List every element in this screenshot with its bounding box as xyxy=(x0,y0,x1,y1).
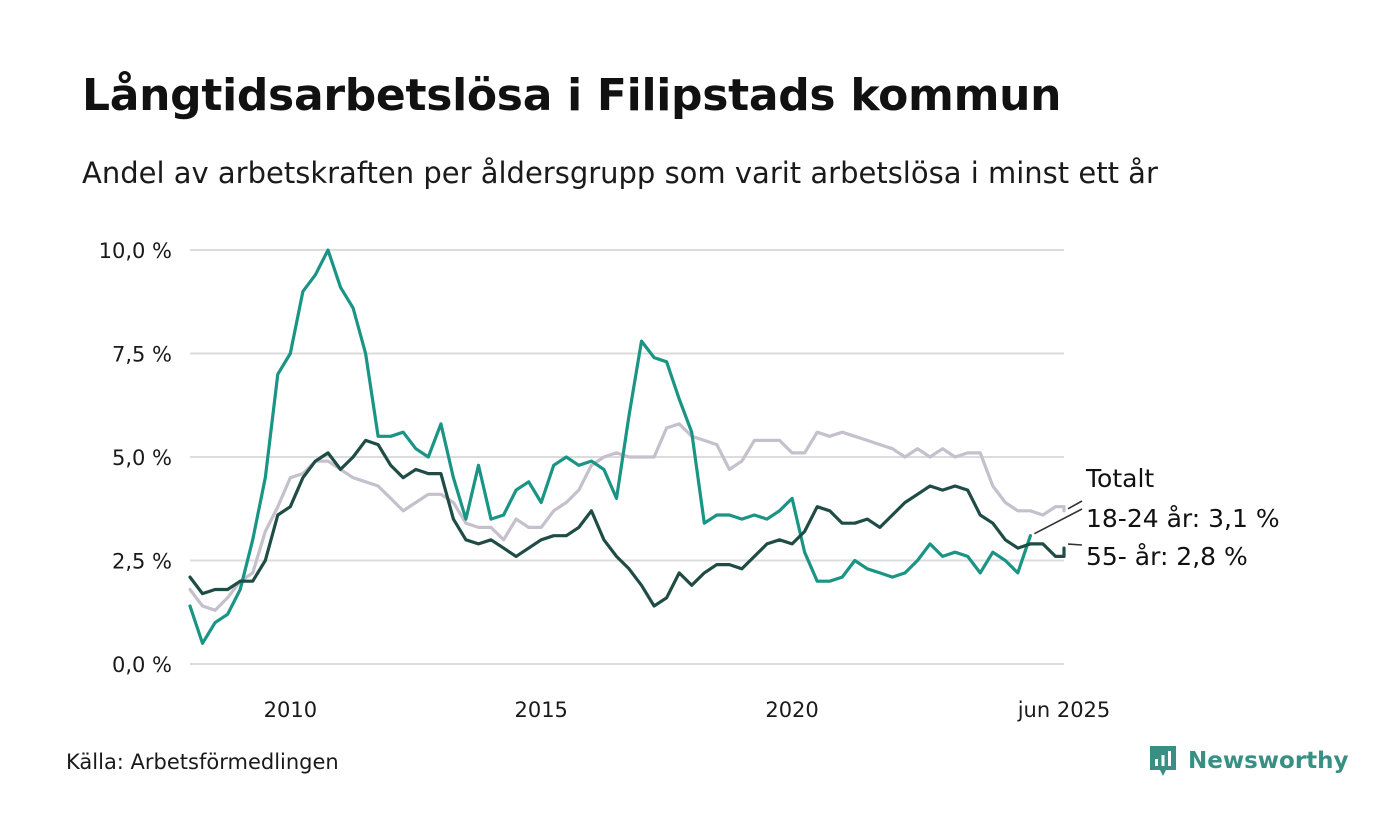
x-axis-ticks: 2010 2015 2020 jun 2025 xyxy=(264,698,1111,722)
series-label: 55- år: 2,8 % xyxy=(1086,542,1248,571)
chart-subtitle: Andel av arbetskraften per åldersgrupp s… xyxy=(82,156,1158,190)
label-leader-line xyxy=(1067,500,1083,510)
y-axis-ticks: 0,0 % 2,5 % 5,0 % 7,5 % 10,0 % xyxy=(99,239,172,677)
y-tick-label: 0,0 % xyxy=(112,653,172,677)
x-tick-label: 2015 xyxy=(514,698,567,722)
label-leader-line xyxy=(1034,508,1083,535)
series-line-18-24 xyxy=(188,248,1032,645)
series-lines xyxy=(188,248,1066,645)
brand: Newsworthy xyxy=(1148,744,1349,778)
brand-name: Newsworthy xyxy=(1188,748,1349,774)
series-label: Totalt xyxy=(1085,464,1154,493)
series-line-55-plus xyxy=(188,438,1066,608)
chart-title: Långtidsarbetslösa i Filipstads kommun xyxy=(82,70,1062,121)
x-tick-label: 2010 xyxy=(264,698,317,722)
x-tick-label: jun 2025 xyxy=(1017,698,1111,722)
y-tick-label: 5,0 % xyxy=(112,446,172,470)
series-line-totalt xyxy=(188,422,1066,612)
y-tick-label: 2,5 % xyxy=(112,550,172,574)
source-note: Källa: Arbetsförmedlingen xyxy=(66,750,339,774)
x-tick-label: 2020 xyxy=(765,698,818,722)
series-label: 18-24 år: 3,1 % xyxy=(1086,504,1280,533)
newsworthy-logo-icon xyxy=(1150,746,1176,776)
label-leader-line xyxy=(1067,543,1083,546)
y-tick-label: 7,5 % xyxy=(112,343,172,367)
series-labels: Totalt 18-24 år: 3,1 % 55- år: 2,8 % xyxy=(1034,464,1280,571)
y-tick-label: 10,0 % xyxy=(99,239,172,263)
